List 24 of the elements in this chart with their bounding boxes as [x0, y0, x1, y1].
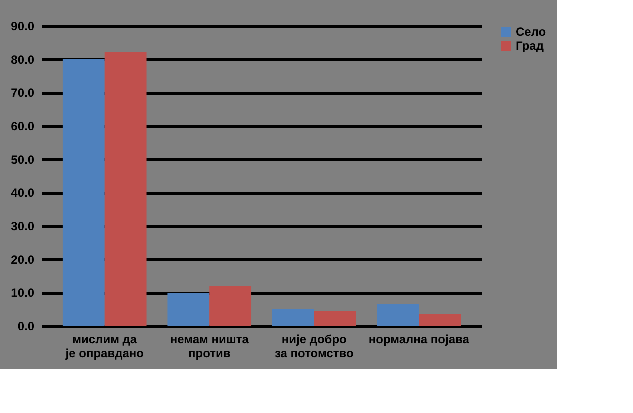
- y-tick-label: 80.0: [11, 52, 35, 67]
- bar: [210, 286, 252, 326]
- legend-label: Село: [516, 25, 546, 39]
- bar: [168, 293, 210, 326]
- y-tick-label: 60.0: [11, 120, 35, 134]
- bar: [62, 59, 105, 326]
- x-tick-label: немам ништа против: [170, 332, 250, 360]
- y-tick-label: 10.0: [11, 286, 35, 300]
- bar: [104, 52, 147, 326]
- x-tick-label: нормална појава: [368, 332, 470, 346]
- legend-label: Град: [516, 39, 544, 53]
- y-tick-label: 70.0: [11, 86, 35, 100]
- x-tick-label: мислим да је оправдано: [64, 332, 144, 360]
- y-tick-label: 20.0: [11, 252, 35, 267]
- y-tick-label: 40.0: [11, 186, 35, 200]
- bar: [377, 304, 420, 326]
- y-tick-label: 30.0: [11, 220, 35, 234]
- bar: [272, 309, 314, 326]
- y-tick-label: 90.0: [11, 20, 35, 34]
- x-tick-label: није добро за потомство: [274, 332, 354, 360]
- bar: [419, 314, 462, 326]
- y-tick-label: 50.0: [11, 152, 35, 167]
- bar: [314, 311, 356, 326]
- y-tick-label: 0.0: [18, 320, 35, 334]
